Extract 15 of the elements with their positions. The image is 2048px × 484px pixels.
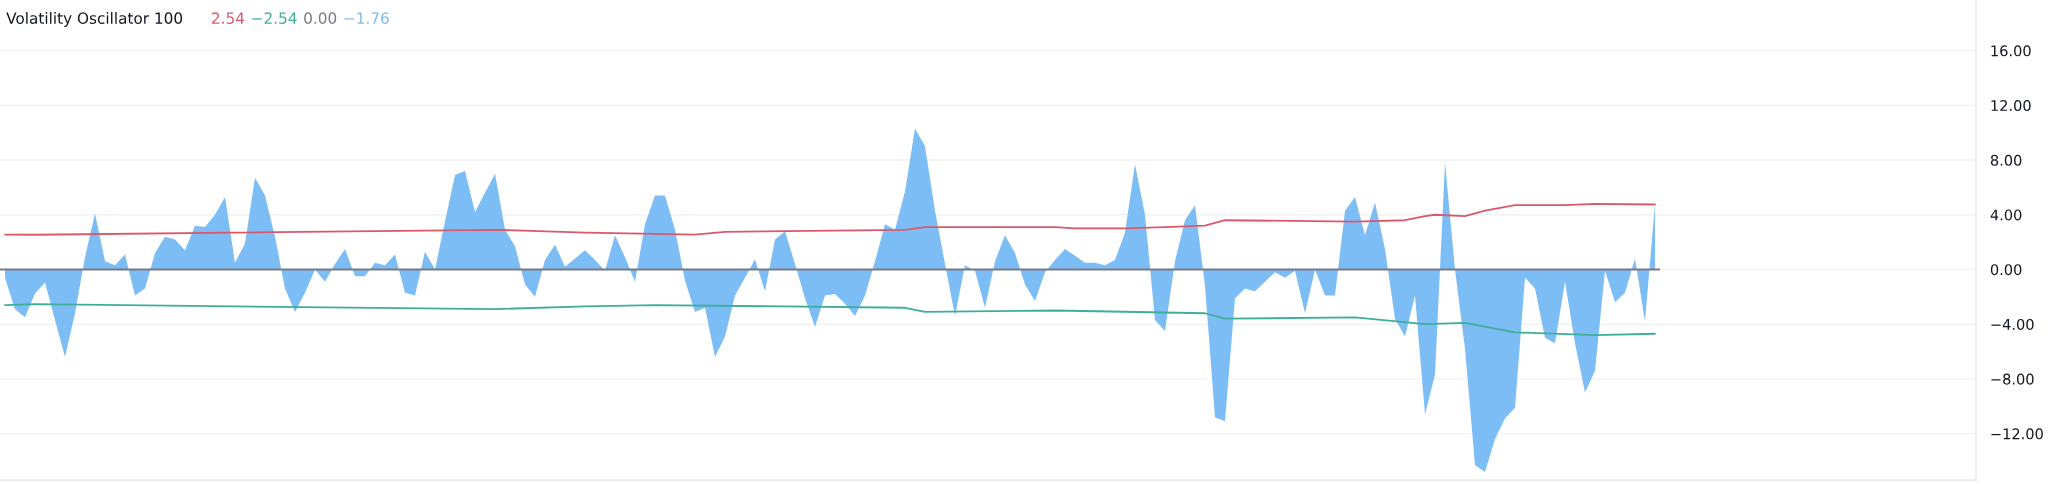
line-series [4,202,1656,236]
annotation: −2.54 [252,12,297,24]
annotation: −1.76 [344,12,389,24]
y-tick-label: 4.00 [1990,209,2022,221]
annotation: 0.00 [304,12,337,24]
y-tick-label: −4.00 [1991,318,2034,330]
y-tick-label: 12.00 [1991,100,2031,112]
line-series [4,303,1656,337]
annotation: 2.54 [212,12,245,24]
y-tick-label: 8.00 [1990,154,2022,166]
y-tick-label: 0.00 [1990,264,2022,276]
y-tick-label: −8.00 [1991,373,2034,385]
y-tick-label: 16.00 [1991,45,2031,57]
text: Volatility Oscillator 100 [6,12,183,27]
y-tick-label: −12.00 [1991,428,2043,440]
